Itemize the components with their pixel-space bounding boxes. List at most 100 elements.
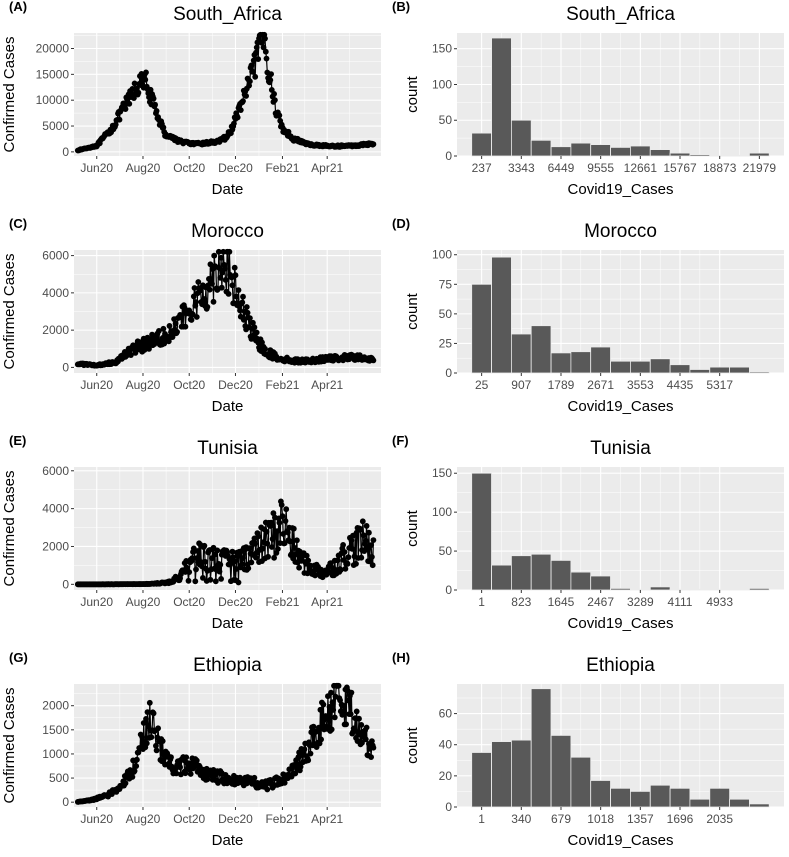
data-point bbox=[288, 551, 295, 557]
data-point bbox=[312, 729, 319, 735]
histogram-bar bbox=[729, 798, 750, 808]
data-point bbox=[159, 738, 166, 744]
x-tick-label: Feb21 bbox=[265, 161, 299, 175]
y-axis-title: Confirmed Cases bbox=[1, 37, 18, 153]
data-point bbox=[272, 97, 278, 103]
panel-C: (C) Morocco Date Confirmed Cases 0 2000 4000 60… bbox=[1, 216, 381, 415]
y-axis-title: count bbox=[404, 292, 421, 330]
data-point bbox=[301, 746, 308, 753]
x-tick-label: 5317 bbox=[706, 378, 733, 392]
data-point bbox=[353, 708, 360, 715]
data-point bbox=[190, 293, 197, 300]
data-point bbox=[307, 750, 314, 757]
data-point bbox=[214, 547, 221, 554]
data-point bbox=[276, 112, 283, 119]
data-point bbox=[356, 715, 362, 722]
data-point bbox=[225, 291, 232, 297]
data-point bbox=[268, 544, 275, 550]
histogram-bar bbox=[570, 351, 592, 374]
x-tick-label: 2035 bbox=[706, 812, 733, 826]
histogram-bar bbox=[649, 149, 671, 157]
histogram-bar bbox=[709, 787, 730, 808]
data-point bbox=[259, 39, 265, 46]
data-point bbox=[193, 566, 199, 573]
data-point bbox=[208, 276, 215, 283]
x-tick-label: 18873 bbox=[703, 161, 737, 175]
data-point bbox=[317, 706, 324, 713]
data-point bbox=[303, 552, 310, 559]
y-tick-label: 150 bbox=[432, 466, 452, 480]
data-point bbox=[363, 523, 370, 529]
data-point bbox=[334, 557, 341, 564]
histogram-bar bbox=[610, 146, 631, 157]
data-point bbox=[129, 774, 136, 780]
x-tick-label: 25 bbox=[475, 378, 489, 392]
data-point bbox=[229, 282, 236, 289]
data-point bbox=[240, 98, 246, 104]
x-tick-label: Dec20 bbox=[218, 378, 253, 392]
data-point bbox=[218, 254, 225, 261]
data-point bbox=[251, 324, 258, 331]
data-point bbox=[369, 554, 375, 560]
histogram-bar bbox=[689, 154, 711, 157]
x-tick-label: Dec20 bbox=[218, 595, 253, 609]
histogram-bar bbox=[649, 784, 671, 808]
panel-title: South_Africa bbox=[566, 4, 675, 25]
data-point bbox=[188, 317, 195, 323]
x-tick-label: Apr21 bbox=[311, 378, 343, 392]
panel-F: (F) Tunisia Covid19_Cases count 0 50 100 150 1 82… bbox=[392, 433, 784, 632]
histogram-bar bbox=[689, 798, 711, 808]
data-point bbox=[243, 304, 250, 310]
data-point bbox=[348, 689, 355, 696]
x-tick-label: Aug20 bbox=[126, 161, 161, 175]
data-point bbox=[182, 770, 189, 777]
data-point bbox=[335, 682, 342, 689]
x-tick-label: 12661 bbox=[624, 161, 658, 175]
data-point bbox=[131, 80, 138, 87]
data-point bbox=[370, 537, 377, 543]
data-point bbox=[267, 77, 274, 83]
y-tick-label: 5000 bbox=[42, 119, 69, 133]
data-point bbox=[362, 736, 369, 743]
data-point bbox=[368, 754, 374, 760]
data-point bbox=[243, 93, 250, 99]
data-point bbox=[320, 701, 327, 708]
y-tick-label: 60 bbox=[439, 707, 453, 721]
data-point bbox=[231, 264, 238, 271]
data-point bbox=[186, 760, 193, 767]
panel-title: Morocco bbox=[191, 221, 264, 242]
x-tick-label: 6449 bbox=[548, 161, 575, 175]
data-point bbox=[148, 734, 155, 741]
histogram-bar bbox=[550, 735, 572, 808]
x-tick-label: 1696 bbox=[667, 812, 694, 826]
y-tick-label: 15000 bbox=[36, 67, 70, 81]
histogram-bar bbox=[510, 333, 532, 374]
data-point bbox=[348, 537, 355, 544]
data-point bbox=[292, 770, 299, 777]
data-point bbox=[122, 106, 129, 112]
data-point bbox=[191, 285, 198, 291]
data-point bbox=[359, 518, 366, 525]
x-tick-label: 3553 bbox=[627, 378, 654, 392]
histogram-bar bbox=[471, 283, 492, 374]
data-point bbox=[240, 316, 247, 323]
data-point bbox=[282, 518, 289, 524]
data-point bbox=[366, 529, 372, 536]
data-point bbox=[217, 561, 224, 568]
y-tick-label: 2000 bbox=[42, 699, 69, 713]
data-point bbox=[351, 726, 358, 732]
data-point bbox=[146, 699, 153, 706]
data-point bbox=[237, 307, 243, 314]
x-tick-label: Feb21 bbox=[265, 378, 299, 392]
histogram-bar bbox=[530, 325, 552, 374]
data-point bbox=[265, 553, 271, 560]
data-point bbox=[252, 73, 259, 80]
data-point bbox=[297, 763, 304, 770]
histogram-bar bbox=[689, 369, 711, 374]
data-point bbox=[134, 756, 140, 763]
x-axis-title: Date bbox=[212, 398, 244, 415]
data-point bbox=[251, 774, 258, 781]
data-point bbox=[173, 770, 180, 777]
histogram-bar bbox=[530, 688, 552, 808]
histogram-bar bbox=[630, 588, 651, 591]
